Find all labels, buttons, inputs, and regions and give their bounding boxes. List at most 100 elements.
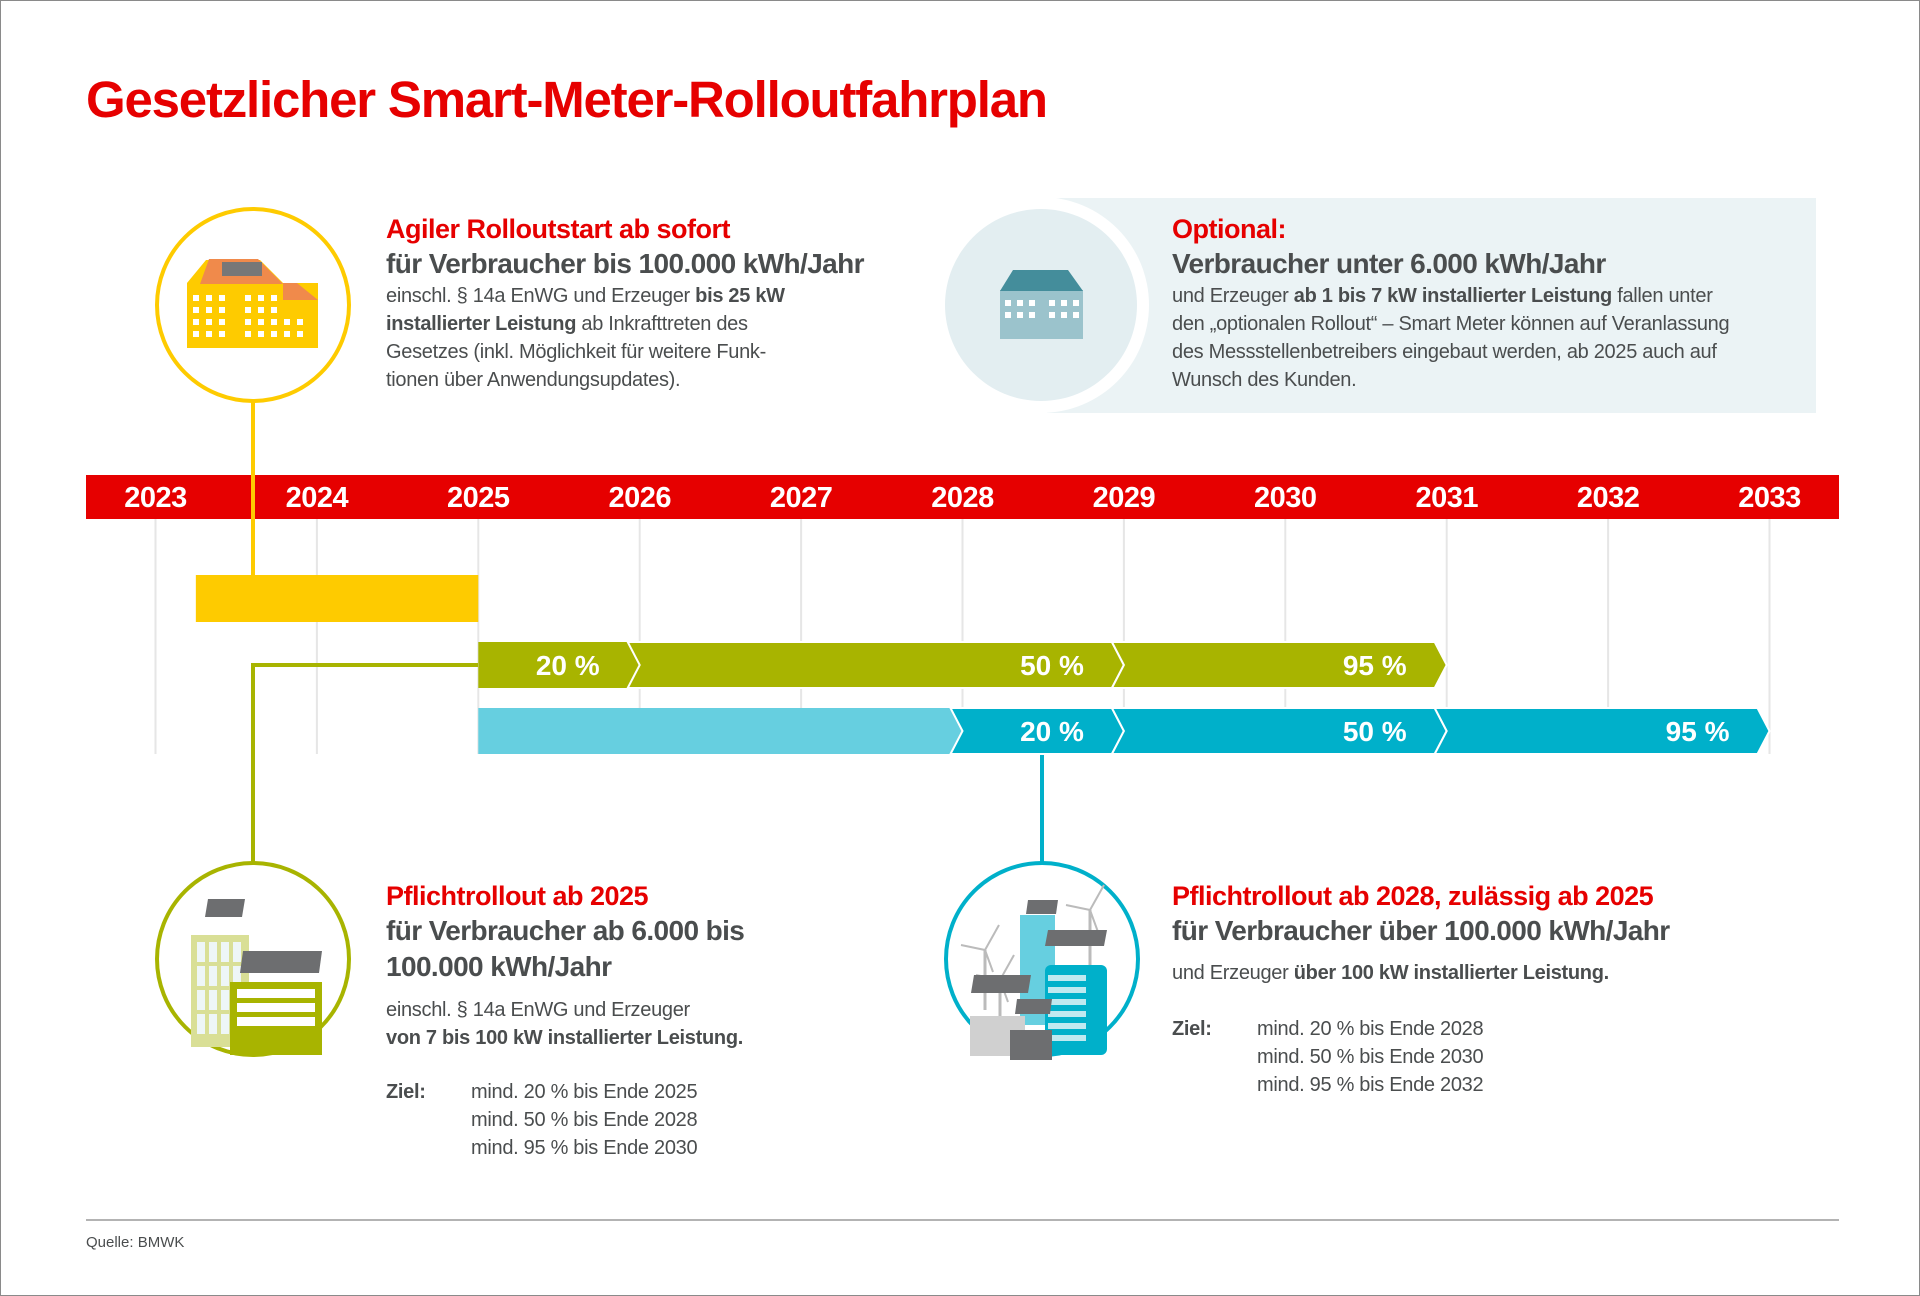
goal-item: mind. 95 % bis Ende 2032: [1257, 1074, 1484, 1096]
body-line: einschl. § 14a EnWG und Erzeuger bis 25 …: [386, 282, 864, 310]
window: [1061, 300, 1067, 306]
window: [219, 295, 225, 301]
window: [206, 295, 212, 301]
roof-annex: [283, 283, 318, 300]
window: [271, 307, 277, 313]
window: [245, 331, 251, 337]
optional-body: und Erzeuger ab 1 bis 7 kW installierter…: [1172, 282, 1730, 394]
body-line: und Erzeuger ab 1 bis 7 kW installierter…: [1172, 282, 1729, 310]
window: [245, 295, 251, 301]
bar-agile-segment: [195, 575, 479, 622]
window: [193, 319, 199, 325]
body-text: Wunsch des Kunden.: [1172, 369, 1357, 391]
mandatory-2028-goals: Ziel: mind. 20 % bis Ende 2028 mind. 50 …: [1172, 1015, 1670, 1099]
bar-percent-label: 20 %: [536, 650, 600, 681]
window: [1005, 312, 1011, 318]
house-body: [1000, 290, 1083, 339]
window: [297, 331, 303, 337]
year-label-2028: 2028: [931, 482, 994, 514]
wind-turbine-blade: [1065, 904, 1091, 911]
office-buildings-with-solar-panels-icon: [191, 899, 322, 1055]
body-line: den „optionalen Rollout“ – Smart Meter k…: [1172, 310, 1730, 338]
window: [258, 295, 264, 301]
bar-mandatory2028-segment: [1433, 707, 1771, 755]
goal-item: mind. 20 % bis Ende 2025: [471, 1081, 698, 1103]
window: [233, 942, 241, 962]
window: [271, 319, 277, 325]
body-line: des Messstellenbetreibers eingebaut werd…: [1172, 338, 1729, 366]
solar-panel: [240, 951, 322, 973]
window-band: [237, 1017, 315, 1026]
year-label-2026: 2026: [608, 482, 671, 514]
body-text: des Messstellenbetreibers eingebaut werd…: [1172, 341, 1717, 363]
body-text: installierter Leistung: [386, 313, 577, 335]
mandatory-2028-subheading: für Verbraucher über 100.000 kWh/Jahr: [1172, 915, 1670, 946]
body-text: von 7 bis 100 kW installierter Leistung.: [386, 1027, 743, 1049]
window: [258, 319, 264, 325]
body-text: ab Inkrafttreten des: [576, 313, 748, 335]
year-label-2030: 2030: [1254, 482, 1317, 514]
window: [219, 307, 225, 313]
goal-item: mind. 50 % bis Ende 2028: [471, 1109, 698, 1131]
body-text: über 100 kW installierter Leistung.: [1293, 962, 1609, 984]
window: [209, 942, 217, 962]
page-title: Gesetzlicher Smart-Meter-Rolloutfahrplan: [86, 71, 1048, 128]
window: [245, 319, 251, 325]
year-label-2024: 2024: [286, 482, 349, 514]
year-label-2033: 2033: [1738, 482, 1801, 514]
mandatory-2025-subheading-2: 100.000 kWh/Jahr: [386, 951, 612, 982]
window: [1029, 312, 1035, 318]
mandatory-2028-block: Pflichtrollout ab 2028, zulässig ab 2025…: [1172, 879, 1670, 1099]
goal-item: mind. 20 % bis Ende 2028: [1257, 1018, 1484, 1040]
window: [1005, 300, 1011, 306]
window: [206, 307, 212, 313]
body-text: und Erzeuger: [1172, 285, 1294, 307]
window-band: [1048, 975, 1086, 981]
mandatory-2025-block: Pflichtrollout ab 2025 für Verbraucher a…: [386, 879, 745, 1162]
window: [221, 1014, 229, 1034]
goal-label: Ziel:: [386, 1081, 426, 1103]
mandatory-2025-heading: Pflichtrollout ab 2025: [386, 881, 649, 911]
body-text: einschl. § 14a EnWG und Erzeuger: [386, 285, 696, 307]
connector-mandatory-2025: [251, 663, 478, 864]
year-bar: [86, 475, 1839, 519]
wind-turbine-blade: [1089, 884, 1105, 911]
body-line: einschl. § 14a EnWG und Erzeuger: [386, 996, 744, 1024]
window: [219, 331, 225, 337]
solar-panel: [205, 899, 245, 917]
window: [193, 307, 199, 313]
dark-building: [1010, 1030, 1052, 1060]
body-line: tionen über Anwendungsupdates).: [386, 366, 864, 394]
mandatory-2028-heading: Pflichtrollout ab 2028, zulässig ab 2025: [1172, 881, 1654, 911]
wind-turbine-blade: [984, 924, 1000, 951]
bar-percent-label: 20 %: [1020, 716, 1084, 747]
yellow-building-with-solar-roof-icon: [187, 259, 318, 348]
window: [193, 331, 199, 337]
agile-rollout-block: Agiler Rolloutstart ab sofort für Verbra…: [386, 212, 865, 394]
bar-percent-label: 50 %: [1020, 650, 1084, 681]
window: [258, 331, 264, 337]
optional-heading: Optional:: [1172, 214, 1286, 244]
window: [284, 331, 290, 337]
window: [197, 966, 205, 986]
mandatory-2025-goals: Ziel: mind. 20 % bis Ende 2025 mind. 50 …: [386, 1078, 744, 1162]
bar-percent-label: 95 %: [1343, 650, 1407, 681]
year-label-2032: 2032: [1577, 482, 1640, 514]
body-text: tionen über Anwendungsupdates).: [386, 369, 681, 391]
body-text: fallen unter: [1611, 285, 1713, 307]
wind-turbine-blade: [960, 944, 986, 951]
body-text: einschl. § 14a EnWG und Erzeuger: [386, 999, 690, 1021]
body-text: Gesetzes (inkl. Möglichkeit für weitere …: [386, 341, 766, 363]
window: [1061, 312, 1067, 318]
window: [209, 966, 217, 986]
window: [219, 319, 225, 325]
window: [1017, 300, 1023, 306]
window: [197, 942, 205, 962]
bar-mandatory2025-segment: [478, 642, 640, 688]
window-band: [1048, 1011, 1086, 1017]
window: [197, 1014, 205, 1034]
body-text: bis 25 kW: [695, 285, 785, 307]
window: [271, 295, 277, 301]
window-band: [237, 1003, 315, 1012]
